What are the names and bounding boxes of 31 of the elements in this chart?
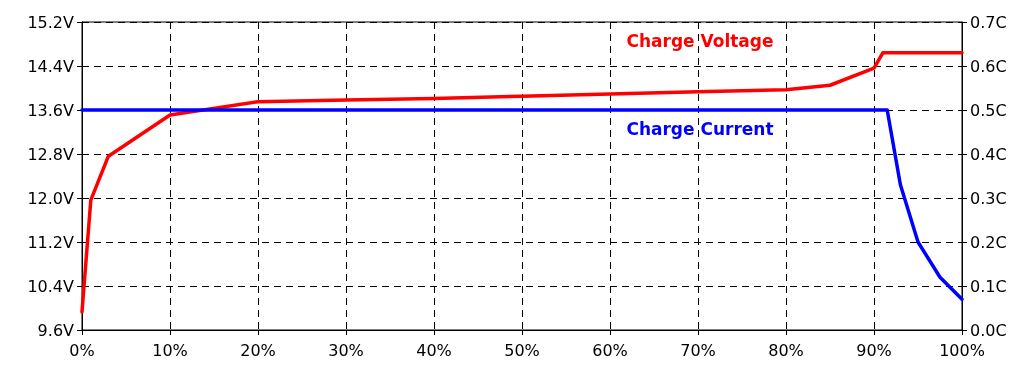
y-tick-label: 11.2V	[27, 232, 75, 252]
y-tick-label: 10.4V	[27, 276, 75, 296]
x-tick-label: 40%	[416, 340, 452, 360]
y-tick-label: 12.8V	[27, 144, 75, 164]
series-label: Charge Current	[626, 118, 774, 139]
x-tick-label: 80%	[768, 340, 804, 360]
y-tick-label: 12.0V	[27, 188, 75, 208]
line-series	[80, 108, 964, 301]
y2-tick-label: 0.5C	[970, 100, 1007, 120]
x-tick-label: 10%	[152, 340, 188, 360]
x-tick-label: 30%	[328, 340, 364, 360]
x-tick-label: 100%	[939, 340, 985, 360]
y-tick-label: 13.6V	[27, 100, 75, 120]
x-tick-label: 20%	[240, 340, 276, 360]
y2-tick-label: 0.4C	[970, 144, 1007, 164]
x-tick-label: 50%	[504, 340, 540, 360]
x-tick-label: 90%	[856, 340, 892, 360]
x-tick-label: 70%	[680, 340, 716, 360]
x-tick-label: 60%	[592, 340, 628, 360]
y2-tick-label: 0.6C	[970, 56, 1007, 76]
y-tick-label: 14.4V	[27, 56, 75, 76]
y2-tick-label: 0.3C	[970, 188, 1007, 208]
text: Charge Voltage	[626, 30, 774, 51]
y2-tick-label: 0.0C	[970, 320, 1007, 340]
y2-tick-label: 0.7C	[970, 12, 1007, 32]
y2-tick-label: 0.2C	[970, 232, 1007, 252]
y-tick-label: 15.2V	[27, 12, 75, 32]
x-tick-label: 0%	[69, 340, 95, 360]
y2-tick-label: 0.1C	[970, 276, 1007, 296]
line-series	[80, 51, 964, 314]
y-tick-label: 9.6V	[37, 320, 75, 340]
